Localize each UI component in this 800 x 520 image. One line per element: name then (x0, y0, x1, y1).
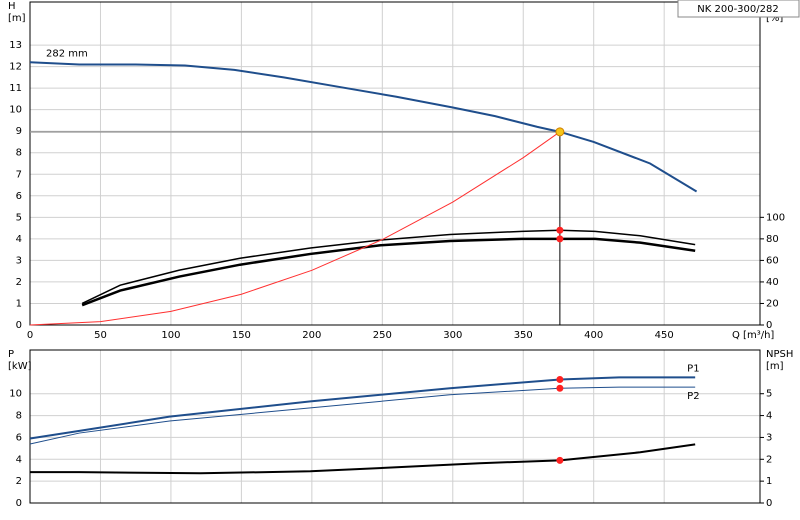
y2-tick-label: 20 (766, 298, 779, 309)
x-tick-label: 100 (161, 330, 180, 341)
y-tick-label: 0 (16, 498, 22, 509)
duty-marker (556, 384, 564, 392)
y-axis-label: [kW] (8, 361, 32, 372)
y2-tick-label: 60 (766, 255, 779, 266)
y-tick-label: 10 (9, 389, 22, 400)
y2-tick-label: 4 (766, 411, 772, 422)
y2-tick-label: 3 (766, 432, 772, 443)
plot-frame (29, 1, 761, 326)
y-tick-label: 11 (9, 83, 22, 94)
y2-tick-label: 80 (766, 234, 779, 245)
y-axis-label: H (8, 1, 16, 12)
y2-tick-label: 0 (766, 498, 772, 509)
y-tick-label: 6 (16, 432, 22, 443)
y-tick-label: 8 (16, 411, 22, 422)
y-tick-label: 13 (9, 40, 22, 51)
duty-point (555, 127, 565, 137)
y-tick-label: 1 (16, 298, 22, 309)
x-tick-label: 250 (373, 330, 392, 341)
curve (81, 237, 696, 307)
y-tick-label: 0 (16, 320, 22, 331)
curve (29, 376, 696, 440)
x-tick-label: 300 (443, 330, 462, 341)
series-label: P1 (687, 363, 699, 374)
curve (29, 131, 561, 326)
y2-tick-label: 100 (766, 212, 785, 223)
curve (29, 61, 698, 193)
y2-tick-label: 0 (766, 320, 772, 331)
eta-marker (556, 235, 564, 243)
y-tick-label: 4 (16, 234, 22, 245)
y-tick-label: 10 (9, 105, 22, 116)
y-tick-label: 4 (16, 454, 22, 465)
y2-tick-label: 5 (766, 389, 772, 400)
y-tick-label: 5 (16, 212, 22, 223)
y-axis-label: P (8, 349, 14, 360)
curve (29, 386, 696, 445)
x-tick-label: 400 (584, 330, 603, 341)
y2-tick-label: 1 (766, 476, 772, 487)
y-tick-label: 3 (16, 255, 22, 266)
y2-tick-label: 40 (766, 277, 779, 288)
y2-axis-label: [m] (766, 361, 784, 372)
plot-frame (29, 349, 761, 504)
y-tick-label: 8 (16, 148, 22, 159)
curve (81, 229, 696, 305)
curve (30, 443, 696, 475)
y2-tick-label: 2 (766, 454, 772, 465)
x-tick-label: 0 (27, 330, 33, 341)
eta-marker (556, 226, 564, 234)
series-label: P2 (687, 391, 699, 402)
y-tick-label: 12 (9, 62, 22, 73)
y-axis-label: [m] (8, 13, 26, 24)
x-tick-label: 50 (94, 330, 107, 341)
y2-axis-label: NPSH (766, 349, 793, 360)
x-tick-label: 350 (514, 330, 533, 341)
chart-title: NK 200-300/282 (697, 4, 778, 15)
x-tick-label: 200 (302, 330, 321, 341)
y-tick-label: 2 (16, 476, 22, 487)
x-axis-label: Q [m³/h] (732, 330, 774, 341)
x-tick-label: 450 (655, 330, 674, 341)
y-tick-label: 6 (16, 191, 22, 202)
title-box (677, 0, 800, 18)
impeller-label: 282 mm (46, 48, 88, 59)
duty-marker (556, 456, 564, 464)
x-tick-label: 150 (232, 330, 251, 341)
duty-marker (556, 376, 564, 384)
y-tick-label: 2 (16, 277, 22, 288)
y-tick-label: 7 (16, 169, 22, 180)
y-tick-label: 9 (16, 126, 22, 137)
y2-axis-label: [%] (766, 13, 783, 24)
